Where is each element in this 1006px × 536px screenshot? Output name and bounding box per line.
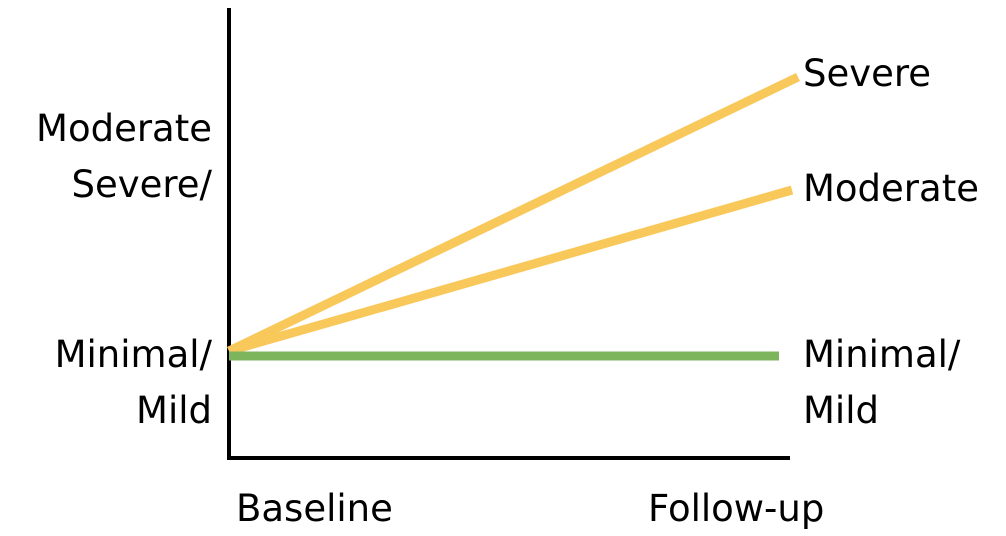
minimal-trajectory-label: Minimal/: [803, 333, 961, 376]
moderate-trajectory-label: Moderate: [803, 167, 979, 210]
severe-trajectory-label: Severe: [803, 52, 932, 95]
y-label-severe: Severe/: [71, 163, 212, 206]
severe-trajectory-line: [227, 72, 800, 356]
y-label-mild: Mild: [136, 389, 212, 432]
moderate-trajectory-line: [227, 185, 794, 356]
x-label-follow-up: Follow-up: [648, 487, 825, 530]
mild-trajectory-label: Mild: [803, 389, 879, 432]
x-label-baseline: Baseline: [236, 487, 393, 530]
y-label-moderate: Moderate: [36, 107, 212, 150]
y-label-minimal: Minimal/: [54, 333, 212, 376]
